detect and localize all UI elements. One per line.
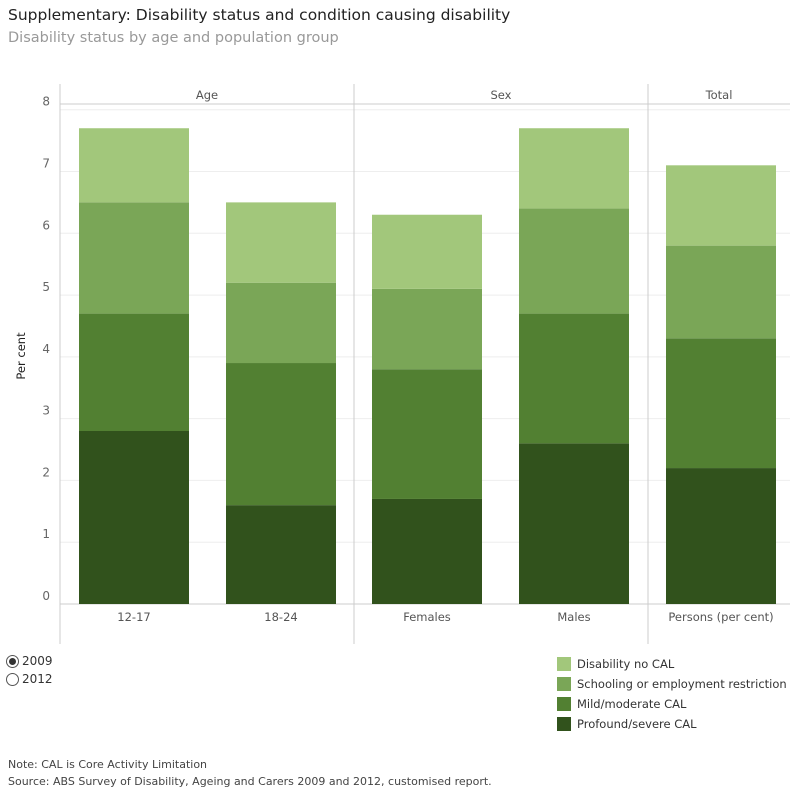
source: Source: ABS Survey of Disability, Ageing… — [8, 775, 492, 788]
legend-item-profound[interactable]: Profound/severe CAL — [557, 714, 787, 734]
bar-segment — [372, 214, 482, 289]
legend-label: Mild/moderate CAL — [577, 697, 687, 711]
legend: Disability no CAL Schooling or employmen… — [557, 654, 787, 734]
radio-label-2009: 2009 — [22, 654, 53, 668]
bar-segment — [372, 288, 482, 370]
legend-swatch — [557, 717, 571, 731]
legend-item-no-cal[interactable]: Disability no CAL — [557, 654, 787, 674]
bar-segment — [79, 313, 189, 431]
legend-swatch — [557, 657, 571, 671]
bar-segment — [519, 313, 629, 444]
y-tick-label: 5 — [42, 280, 50, 294]
y-tick-label: 1 — [42, 527, 50, 541]
bar-segment — [226, 363, 336, 506]
stacked-bar-chart: 0 1 2 3 4 5 6 7 8 Age Sex Total Per cent 12-17 18-24 Fe… — [14, 84, 790, 644]
bar-segment — [226, 282, 336, 364]
bar-segment — [666, 338, 776, 469]
y-tick-label: 0 — [42, 589, 50, 603]
bar-segment — [226, 505, 336, 604]
panel-header: Sex — [491, 88, 512, 102]
x-tick-label: Males — [557, 610, 590, 624]
legend-swatch — [557, 677, 571, 691]
legend-item-mild[interactable]: Mild/moderate CAL — [557, 694, 787, 714]
bar-segment — [519, 128, 629, 209]
legend-label: Disability no CAL — [577, 657, 675, 671]
y-tick-label: 4 — [42, 342, 50, 356]
bar-segment — [79, 128, 189, 203]
y-tick-label: 3 — [42, 404, 50, 418]
radio-dot-2012[interactable] — [6, 672, 19, 686]
bar-segment — [372, 369, 482, 499]
radio-label-2012: 2012 — [22, 672, 53, 686]
bar-segment — [519, 208, 629, 314]
bar-segment — [226, 202, 336, 283]
y-axis-label: Per cent — [14, 332, 28, 380]
x-tick-label: Females — [403, 610, 451, 624]
legend-label: Profound/severe CAL — [577, 717, 697, 731]
bar-segment — [372, 498, 482, 604]
x-tick-label: Persons (per cent) — [668, 610, 773, 624]
legend-swatch — [557, 697, 571, 711]
bar-segment — [79, 202, 189, 314]
panel-header: Age — [196, 88, 218, 102]
y-tick-label: 7 — [42, 156, 50, 170]
x-tick-label: 12-17 — [117, 610, 150, 624]
radio-2009[interactable]: 2009 — [6, 654, 53, 668]
y-tick-label: 2 — [42, 465, 50, 479]
radio-dot-2009[interactable] — [6, 654, 19, 668]
chart-title: Supplementary: Disability status and con… — [8, 6, 511, 24]
chart-subtitle: Disability status by age and population … — [8, 30, 339, 46]
y-tick-label: 6 — [42, 218, 50, 232]
y-tick-label: 8 — [42, 95, 50, 109]
legend-item-schooling[interactable]: Schooling or employment restriction — [557, 674, 787, 694]
bar-segment — [79, 430, 189, 604]
note: Note: CAL is Core Activity Limitation — [8, 758, 208, 771]
bar-segment — [666, 245, 776, 339]
bar-segment — [666, 165, 776, 246]
radio-2012[interactable]: 2012 — [6, 672, 53, 686]
panel-header: Total — [705, 88, 733, 102]
x-tick-label: 18-24 — [264, 610, 297, 624]
bar-segment — [519, 443, 629, 604]
legend-label: Schooling or employment restriction — [577, 677, 787, 691]
bar-segment — [666, 468, 776, 604]
